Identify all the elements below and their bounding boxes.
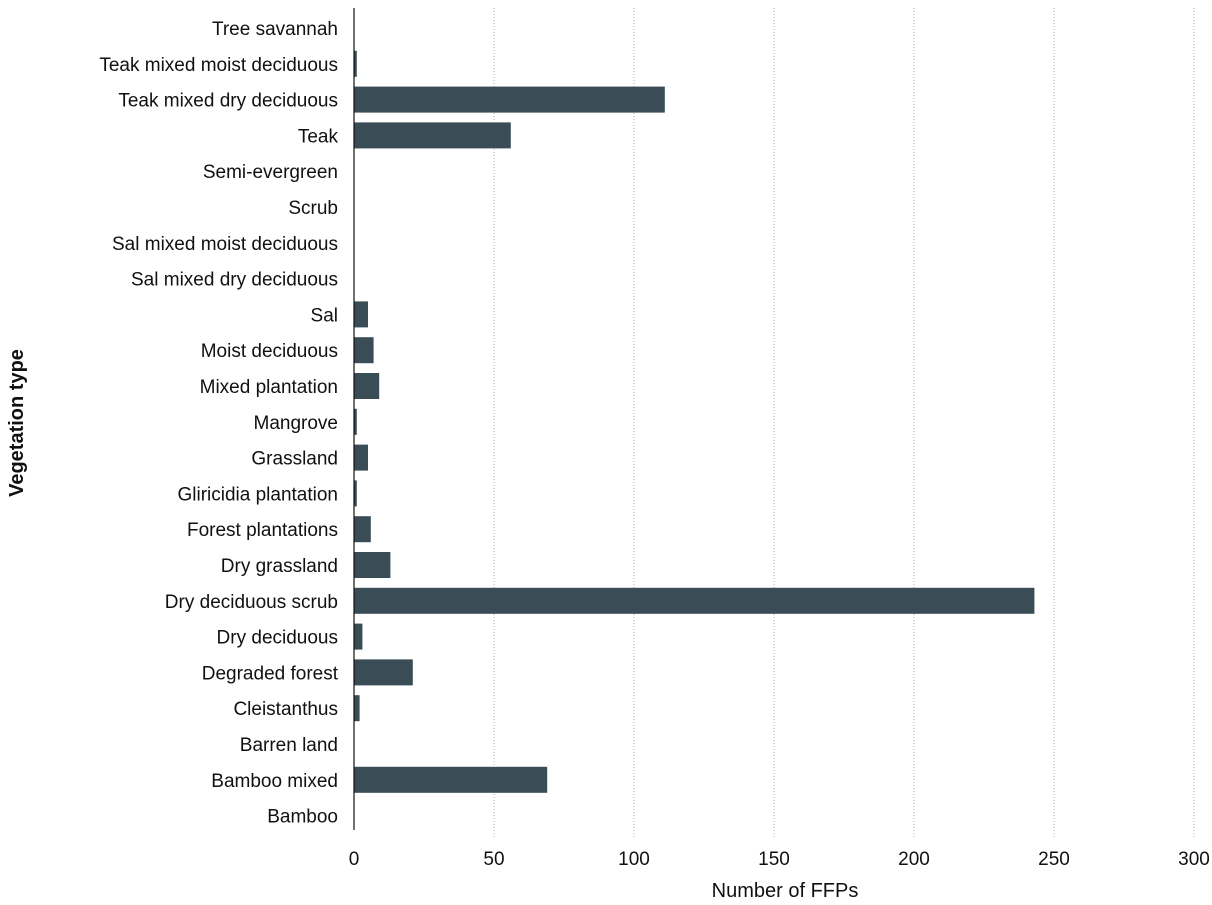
bar-layer [354, 50, 1035, 793]
bar [354, 480, 357, 507]
category-label: Mangrove [254, 413, 339, 434]
category-label: Sal [311, 305, 338, 326]
bar [354, 337, 374, 364]
category-label: Cleistanthus [233, 699, 338, 720]
bar [354, 552, 391, 578]
bar [354, 444, 368, 471]
bar [354, 766, 548, 793]
bar [354, 408, 357, 435]
category-label: Teak [298, 126, 339, 147]
category-label: Bamboo [267, 807, 338, 828]
category-label: Bamboo mixed [211, 771, 338, 792]
category-label: Sal mixed dry deciduous [131, 270, 338, 291]
bar [354, 122, 511, 149]
x-tick-label: 250 [1038, 849, 1070, 870]
x-tick-label: 100 [618, 849, 650, 870]
bar [354, 516, 371, 543]
category-label: Degraded forest [202, 663, 339, 684]
bar [354, 373, 380, 399]
category-label: Moist deciduous [201, 341, 338, 362]
bar [354, 659, 413, 686]
category-label: Grassland [251, 449, 338, 470]
category-label: Forest plantations [187, 520, 338, 541]
bar [354, 623, 363, 650]
x-tick-label: 150 [758, 849, 790, 870]
x-tick-label: 200 [898, 849, 930, 870]
bar [354, 50, 357, 77]
category-labels: Tree savannah Teak mixed moist deciduous T… [99, 19, 338, 828]
bar [354, 587, 1035, 614]
category-label: Gliricidia plantation [177, 484, 338, 505]
category-label: Semi-evergreen [203, 162, 338, 183]
x-tick-label: 300 [1178, 849, 1210, 870]
category-label: Sal mixed moist deciduous [112, 234, 338, 255]
category-label: Teak mixed dry deciduous [118, 91, 338, 112]
bar [354, 86, 665, 113]
x-axis-title: Number of FFPs [712, 880, 859, 902]
y-axis-title: Vegetation type [6, 349, 28, 497]
grid-layer [493, 8, 1195, 838]
category-label: Tree savannah [212, 19, 338, 40]
category-label: Dry deciduous [217, 628, 338, 649]
category-label: Dry deciduous scrub [165, 592, 338, 613]
x-tick-labels: 0 50 100 150 200 250 300 [349, 849, 1210, 870]
category-label: Dry grassland [221, 556, 338, 577]
category-label: Barren land [240, 735, 338, 756]
category-label: Scrub [288, 198, 338, 219]
category-label: Teak mixed moist deciduous [99, 55, 338, 76]
x-tick-label: 50 [483, 849, 504, 870]
category-label: Mixed plantation [200, 377, 338, 398]
bar [354, 301, 368, 328]
bar [354, 695, 360, 722]
x-tick-label: 0 [349, 849, 360, 870]
